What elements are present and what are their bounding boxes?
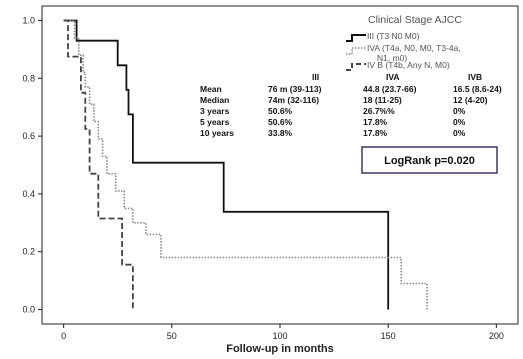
y-axis: 0.0 0.2 0.4 0.6 0.8 1.0 bbox=[22, 15, 42, 315]
y-tick-label: 0.0 bbox=[22, 305, 35, 315]
y-tick-label: 0.8 bbox=[22, 73, 35, 83]
legend-label-iii: III (T3 N0 M0) bbox=[367, 31, 420, 41]
stats-cell: 17.8% bbox=[363, 117, 388, 127]
stats-cell: 33.8% bbox=[268, 128, 293, 138]
legend-label-iva-line2: N1, m0) bbox=[377, 53, 407, 63]
legend-label-iva-line1: IVA (T4a, N0, M0, T3-4a, bbox=[367, 43, 461, 53]
stats-cell: 17.8% bbox=[363, 128, 388, 138]
stats-row-label: 10 years bbox=[200, 128, 234, 138]
stats-cell: 74m (32-116) bbox=[268, 95, 319, 105]
series-layer bbox=[63, 19, 428, 310]
stats-row-label: Median bbox=[200, 95, 229, 105]
stats-cell: 44.8 (23.7-66) bbox=[363, 84, 417, 94]
series-line-2 bbox=[63, 19, 134, 310]
y-tick-label: 1.0 bbox=[22, 15, 35, 25]
stats-cell: 50.6% bbox=[268, 117, 293, 127]
stats-cell: 0% bbox=[453, 128, 466, 138]
stats-row-label: 5 years bbox=[200, 117, 230, 127]
stats-row-label: Mean bbox=[200, 84, 222, 94]
stats-cell: 0% bbox=[453, 106, 466, 116]
x-tick-label: 150 bbox=[381, 331, 396, 341]
legend-label-ivb: IV B (T4b, Any N, M0) bbox=[367, 60, 450, 70]
stats-cell: 76 m (39-113) bbox=[268, 84, 322, 94]
legend-title: Clinical Stage AJCC bbox=[368, 14, 462, 26]
stats-header-ivb: IVB bbox=[468, 72, 482, 82]
series-line-0 bbox=[63, 19, 390, 310]
logrank-annotation: LogRank p=0.020 bbox=[361, 146, 498, 174]
logrank-box bbox=[361, 146, 498, 174]
x-tick-label: 200 bbox=[489, 331, 504, 341]
stats-cell: 16.5 (8.6-24) bbox=[453, 84, 502, 94]
stats-header-iva: IVA bbox=[386, 72, 400, 82]
x-tick-label: 0 bbox=[61, 331, 66, 341]
x-tick-label: 50 bbox=[167, 331, 177, 341]
stats-cell: 0% bbox=[453, 117, 466, 127]
stats-row-label: 3 years bbox=[200, 106, 230, 116]
stats-header-iii: III bbox=[312, 72, 319, 82]
series-line-1 bbox=[63, 19, 428, 310]
stats-table: III IVA IVB Mean 76 m (39-113) 44.8 (23.… bbox=[200, 72, 502, 138]
legend: Clinical Stage AJCC III (T3 N0 M0) IVA (… bbox=[346, 14, 462, 71]
logrank-text: LogRank p=0.020 bbox=[384, 155, 475, 167]
legend-swatch-iva bbox=[346, 47, 366, 55]
x-axis-label: Follow-up in months bbox=[226, 343, 334, 355]
x-axis: 0 50 100 150 200 bbox=[61, 324, 504, 341]
stats-cell: 12 (4-20) bbox=[453, 95, 488, 105]
legend-swatch-ivb bbox=[346, 63, 366, 71]
y-tick-label: 0.4 bbox=[22, 189, 35, 199]
x-tick-label: 100 bbox=[272, 331, 287, 341]
y-tick-label: 0.6 bbox=[22, 131, 35, 141]
stats-cell: 18 (11-25) bbox=[363, 95, 402, 105]
legend-swatch-iii bbox=[346, 34, 366, 42]
stats-cell: 50.6% bbox=[268, 106, 293, 116]
y-tick-label: 0.2 bbox=[22, 247, 35, 257]
stats-cell: 26.7%% bbox=[363, 106, 395, 116]
